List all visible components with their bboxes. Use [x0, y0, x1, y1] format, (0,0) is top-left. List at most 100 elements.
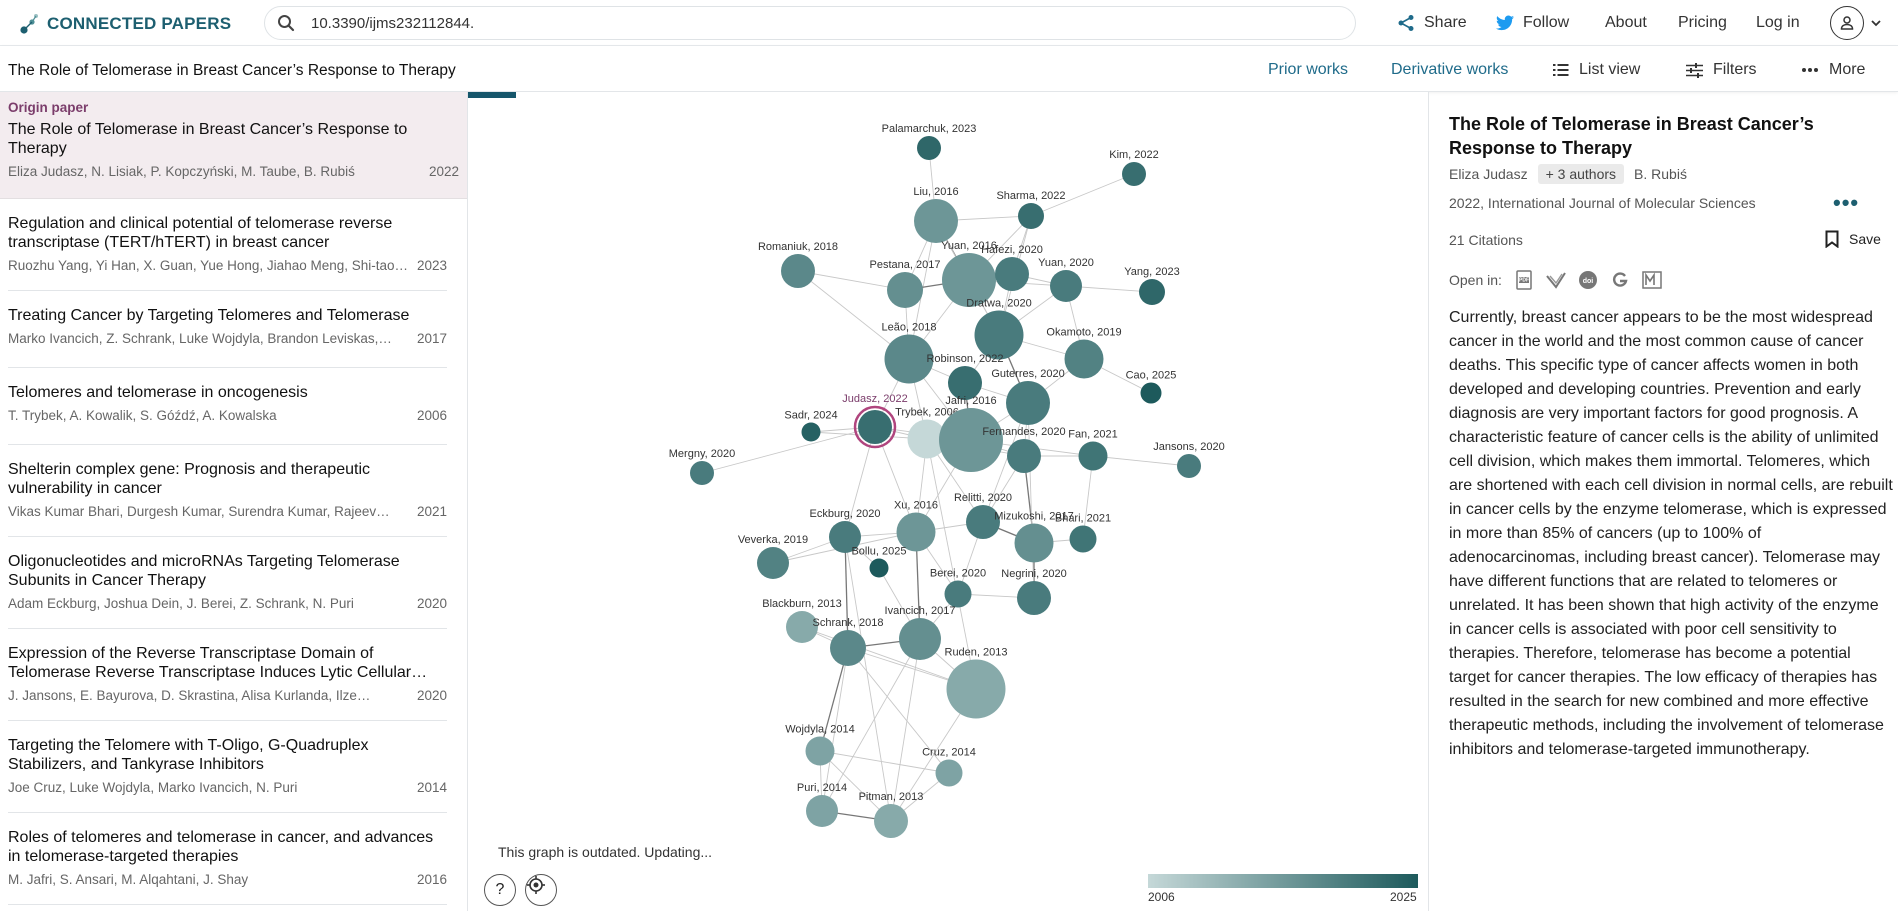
graph-node-circle[interactable]: [917, 136, 941, 160]
detail-last-author[interactable]: B. Rubiś: [1634, 166, 1687, 182]
login-link[interactable]: Log in: [1756, 0, 1800, 46]
graph-node[interactable]: Negrini, 2020: [1001, 568, 1067, 615]
list-item[interactable]: Shelterin complex gene: Prognosis and th…: [8, 445, 447, 537]
pdf-icon[interactable]: PDF: [1514, 270, 1534, 290]
graph-node[interactable]: Dratwa, 2020: [966, 298, 1032, 360]
graph-node[interactable]: Fan, 2021: [1068, 429, 1118, 471]
graph-node-circle[interactable]: [829, 521, 861, 553]
share-button[interactable]: Share: [1397, 0, 1467, 46]
graph-node[interactable]: Puri, 2014: [797, 782, 847, 827]
list-item[interactable]: Targeting the Telomere with T-Oligo, G-Q…: [8, 721, 447, 813]
graph-node-circle[interactable]: [946, 659, 1006, 719]
graph-node-circle[interactable]: [1007, 439, 1041, 473]
derivative-works-button[interactable]: Derivative works: [1391, 61, 1509, 78]
detail-more-options-button[interactable]: •••: [1833, 190, 1860, 215]
graph-node[interactable]: Xu, 2016: [894, 500, 938, 552]
more-authors-chip[interactable]: + 3 authors: [1537, 164, 1625, 184]
graph-node-circle[interactable]: [884, 334, 934, 384]
graph-node-circle[interactable]: [939, 408, 1003, 472]
list-item[interactable]: Oligonucleotides and microRNAs Targeting…: [8, 537, 447, 629]
graph-node[interactable]: Liu, 2016: [913, 186, 959, 243]
graph-node[interactable]: Leão, 2018: [881, 322, 937, 384]
graph-node-circle[interactable]: [806, 795, 838, 827]
graph-node[interactable]: Mizukoshi, 2017: [994, 511, 1074, 563]
graph-node[interactable]: Cao, 2025: [1126, 370, 1177, 404]
graph-node-circle[interactable]: [786, 611, 818, 643]
citation-graph[interactable]: Palamarchuk, 2023 Kim, 2022 Liu, 2016 Sharm…: [468, 92, 1428, 911]
graph-node-circle[interactable]: [874, 804, 908, 838]
search-box[interactable]: [264, 6, 1356, 40]
list-item[interactable]: Roles of telomeres and telomerase in can…: [8, 813, 447, 905]
graph-node[interactable]: Sharma, 2022: [996, 190, 1066, 229]
graph-node[interactable]: Ivancich, 2017: [885, 605, 956, 660]
filters-button[interactable]: Filters: [1686, 61, 1757, 79]
graph-node-circle[interactable]: [781, 254, 815, 288]
graph-node-circle[interactable]: [907, 419, 947, 459]
graph-node[interactable]: Fernandes, 2020: [982, 426, 1066, 473]
graph-node-circle[interactable]: [966, 505, 1000, 539]
graph-node-circle[interactable]: [1139, 279, 1165, 305]
graph-node-circle[interactable]: [896, 512, 936, 552]
graph-node[interactable]: Schrank, 2018: [813, 617, 884, 666]
graph-node-circle[interactable]: [801, 422, 821, 442]
search-input[interactable]: [311, 14, 1211, 32]
graph-node[interactable]: Yuan, 2020: [1038, 257, 1094, 302]
graph-node[interactable]: Pestana, 2017: [870, 259, 941, 308]
graph-node-circle[interactable]: [830, 630, 866, 666]
graph-node-circle[interactable]: [858, 410, 892, 444]
graph-node[interactable]: Blackburn, 2013: [762, 598, 842, 643]
graph-node-circle[interactable]: [1064, 339, 1104, 379]
origin-paper-card[interactable]: Origin paper The Role of Telomerase in B…: [0, 92, 467, 199]
graph-node-circle[interactable]: [1050, 270, 1082, 302]
save-button[interactable]: Save: [1825, 230, 1881, 248]
graph-node-circle[interactable]: [942, 253, 996, 307]
graph-node-circle[interactable]: [1078, 441, 1108, 471]
graph-node-circle[interactable]: [869, 558, 889, 578]
graph-node-circle[interactable]: [899, 618, 941, 660]
list-item[interactable]: Regulation and clinical potential of tel…: [8, 199, 447, 291]
graph-node[interactable]: Ruden, 2013: [945, 647, 1008, 719]
graph-node[interactable]: Yuan, 2016: [941, 240, 997, 307]
graph-node[interactable]: Bollu, 2025: [851, 546, 907, 578]
graph-node-circle[interactable]: [1006, 381, 1050, 425]
graph-node-circle[interactable]: [1018, 203, 1044, 229]
about-link[interactable]: About: [1605, 0, 1647, 46]
semantic-scholar-icon[interactable]: [1546, 270, 1566, 290]
graph-node[interactable]: Okamoto, 2019: [1046, 327, 1122, 379]
graph-node-circle[interactable]: [1014, 523, 1054, 563]
graph-node[interactable]: Jansons, 2020: [1153, 441, 1225, 478]
list-item[interactable]: Telomeres and telomerase in oncogenesis T…: [8, 368, 447, 445]
graph-node-circle[interactable]: [805, 736, 835, 766]
graph-node-circle[interactable]: [757, 547, 789, 579]
graph-node-circle[interactable]: [1140, 382, 1162, 404]
pricing-link[interactable]: Pricing: [1678, 0, 1727, 46]
graph-node[interactable]: Kim, 2022: [1109, 149, 1159, 186]
graph-node-circle[interactable]: [995, 257, 1029, 291]
google-scholar-icon[interactable]: [1610, 270, 1630, 290]
graph-node[interactable]: Eckburg, 2020: [810, 508, 881, 553]
graph-node-circle[interactable]: [935, 759, 963, 787]
origin-graph-node[interactable]: Judasz, 2022: [842, 393, 908, 449]
graph-node[interactable]: Wojdyla, 2014: [785, 724, 855, 766]
recenter-button[interactable]: [525, 874, 557, 906]
chevron-down-icon[interactable]: [1870, 17, 1882, 29]
graph-node[interactable]: Cruz, 2014: [922, 747, 976, 787]
graph-node-circle[interactable]: [974, 310, 1024, 360]
graph-node[interactable]: Berei, 2020: [930, 568, 986, 608]
graph-node-circle[interactable]: [948, 366, 982, 400]
account-avatar[interactable]: [1830, 6, 1864, 40]
help-button[interactable]: ?: [484, 874, 516, 906]
pubmed-icon[interactable]: [1642, 270, 1662, 290]
detail-citations[interactable]: 21 Citations: [1449, 232, 1523, 248]
graph-node[interactable]: Romaniuk, 2018: [758, 241, 838, 288]
graph-node[interactable]: Jafri, 2016: [939, 395, 1003, 472]
detail-first-author[interactable]: Eliza Judasz: [1449, 166, 1528, 182]
graph-node[interactable]: Palamarchuk, 2023: [882, 123, 977, 160]
graph-node[interactable]: Guterres, 2020: [991, 368, 1065, 425]
graph-node-circle[interactable]: [690, 461, 714, 485]
more-button[interactable]: More: [1801, 61, 1865, 79]
graph-node[interactable]: Mergny, 2020: [669, 448, 735, 485]
graph-node[interactable]: Relitti, 2020: [954, 492, 1012, 539]
prior-works-button[interactable]: Prior works: [1268, 61, 1349, 78]
graph-node[interactable]: Robinson, 2022: [926, 353, 1004, 400]
